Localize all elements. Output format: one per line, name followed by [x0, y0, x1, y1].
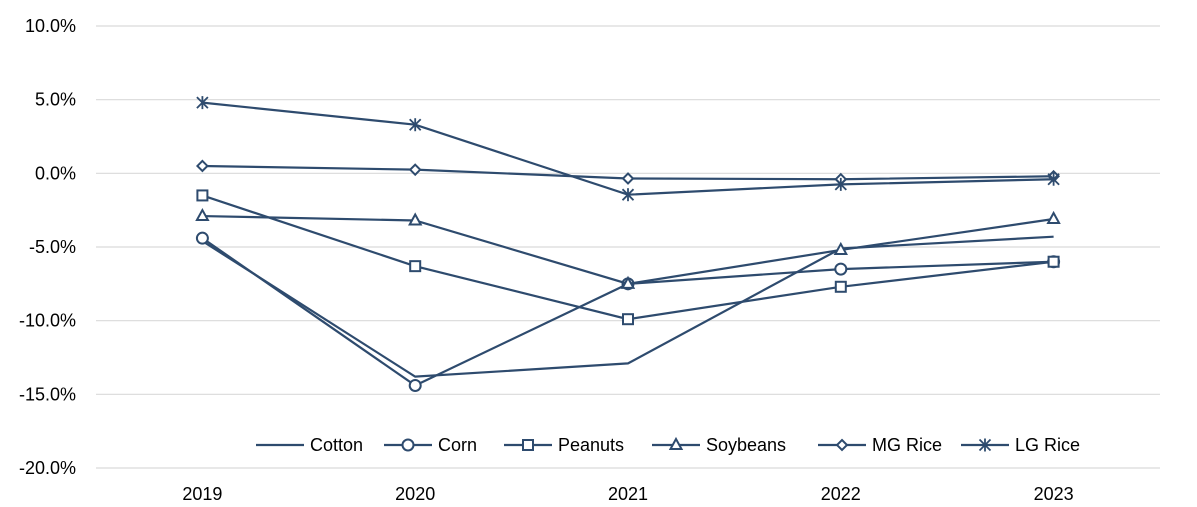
- series-lines: [195, 96, 1061, 392]
- circle-marker: [401, 438, 415, 452]
- legend: Cotton Corn Peanuts Soybeans MG Rice LG Rice: [256, 435, 1080, 455]
- x-tick-label: 2022: [821, 484, 861, 504]
- diamond-marker: [408, 163, 422, 177]
- circle-marker: [195, 231, 209, 245]
- y-tick-label: 0.0%: [35, 163, 76, 183]
- series-line: [202, 194, 1054, 321]
- triangle-marker: [195, 207, 210, 222]
- square-marker: [1047, 255, 1060, 268]
- legend-item: Cotton: [256, 435, 363, 455]
- y-tick-label: -10.0%: [19, 311, 76, 331]
- asterisk-marker: [978, 438, 992, 452]
- triangle-marker: [668, 436, 684, 450]
- legend-item: Peanuts: [504, 435, 624, 455]
- y-tick-label: 10.0%: [25, 16, 76, 36]
- series-line: [201, 235, 1054, 378]
- square-marker: [622, 313, 634, 326]
- legend-item: LG Rice: [961, 435, 1080, 455]
- diamond-marker: [195, 159, 209, 173]
- series-line: [202, 214, 1054, 285]
- series-lg-rice: [196, 96, 1060, 202]
- y-tick-label: -5.0%: [29, 237, 76, 257]
- gridlines: [96, 25, 1160, 469]
- triangle-marker: [833, 241, 848, 255]
- series-peanuts: [196, 189, 1060, 326]
- series-mg-rice: [195, 159, 1061, 186]
- series-corn: [195, 231, 1061, 392]
- circle-marker: [408, 378, 422, 392]
- x-tick-label: 2019: [182, 484, 222, 504]
- legend-label: Peanuts: [558, 435, 624, 455]
- legend-label: Corn: [438, 435, 477, 455]
- y-axis-tick-labels: 10.0% 5.0% 0.0% -5.0% -10.0% -15.0% -20.0%: [19, 16, 76, 478]
- asterisk-marker: [409, 118, 422, 132]
- x-tick-label: 2020: [395, 484, 435, 504]
- diamond-marker: [621, 172, 635, 185]
- legend-item: Soybeans: [652, 435, 786, 455]
- x-axis-tick-labels: 2019 2020 2021 2022 2023: [182, 484, 1073, 504]
- asterisk-marker: [1047, 172, 1060, 186]
- series-soybeans: [195, 207, 1061, 289]
- legend-label: MG Rice: [872, 435, 942, 455]
- legend-label: Soybeans: [706, 435, 786, 455]
- asterisk-marker: [834, 177, 847, 191]
- legend-item: MG Rice: [818, 435, 942, 455]
- asterisk-marker: [196, 96, 209, 110]
- diamond-marker: [835, 438, 849, 452]
- y-tick-label: 5.0%: [35, 90, 76, 110]
- legend-label: LG Rice: [1015, 435, 1080, 455]
- triangle-marker: [408, 212, 423, 226]
- triangle-marker: [1046, 210, 1061, 225]
- y-tick-label: -20.0%: [19, 458, 76, 478]
- square-marker: [196, 189, 209, 202]
- legend-label: Cotton: [310, 435, 363, 455]
- square-marker: [409, 260, 422, 273]
- square-marker: [834, 280, 847, 293]
- legend-item: Corn: [384, 435, 477, 455]
- circle-marker: [834, 262, 848, 276]
- square-marker: [522, 439, 534, 451]
- asterisk-marker: [621, 188, 635, 202]
- triangle-marker: [620, 275, 636, 289]
- x-tick-label: 2023: [1034, 484, 1074, 504]
- y-tick-label: -15.0%: [19, 384, 76, 404]
- series-cotton: [201, 235, 1054, 378]
- x-tick-label: 2021: [608, 484, 648, 504]
